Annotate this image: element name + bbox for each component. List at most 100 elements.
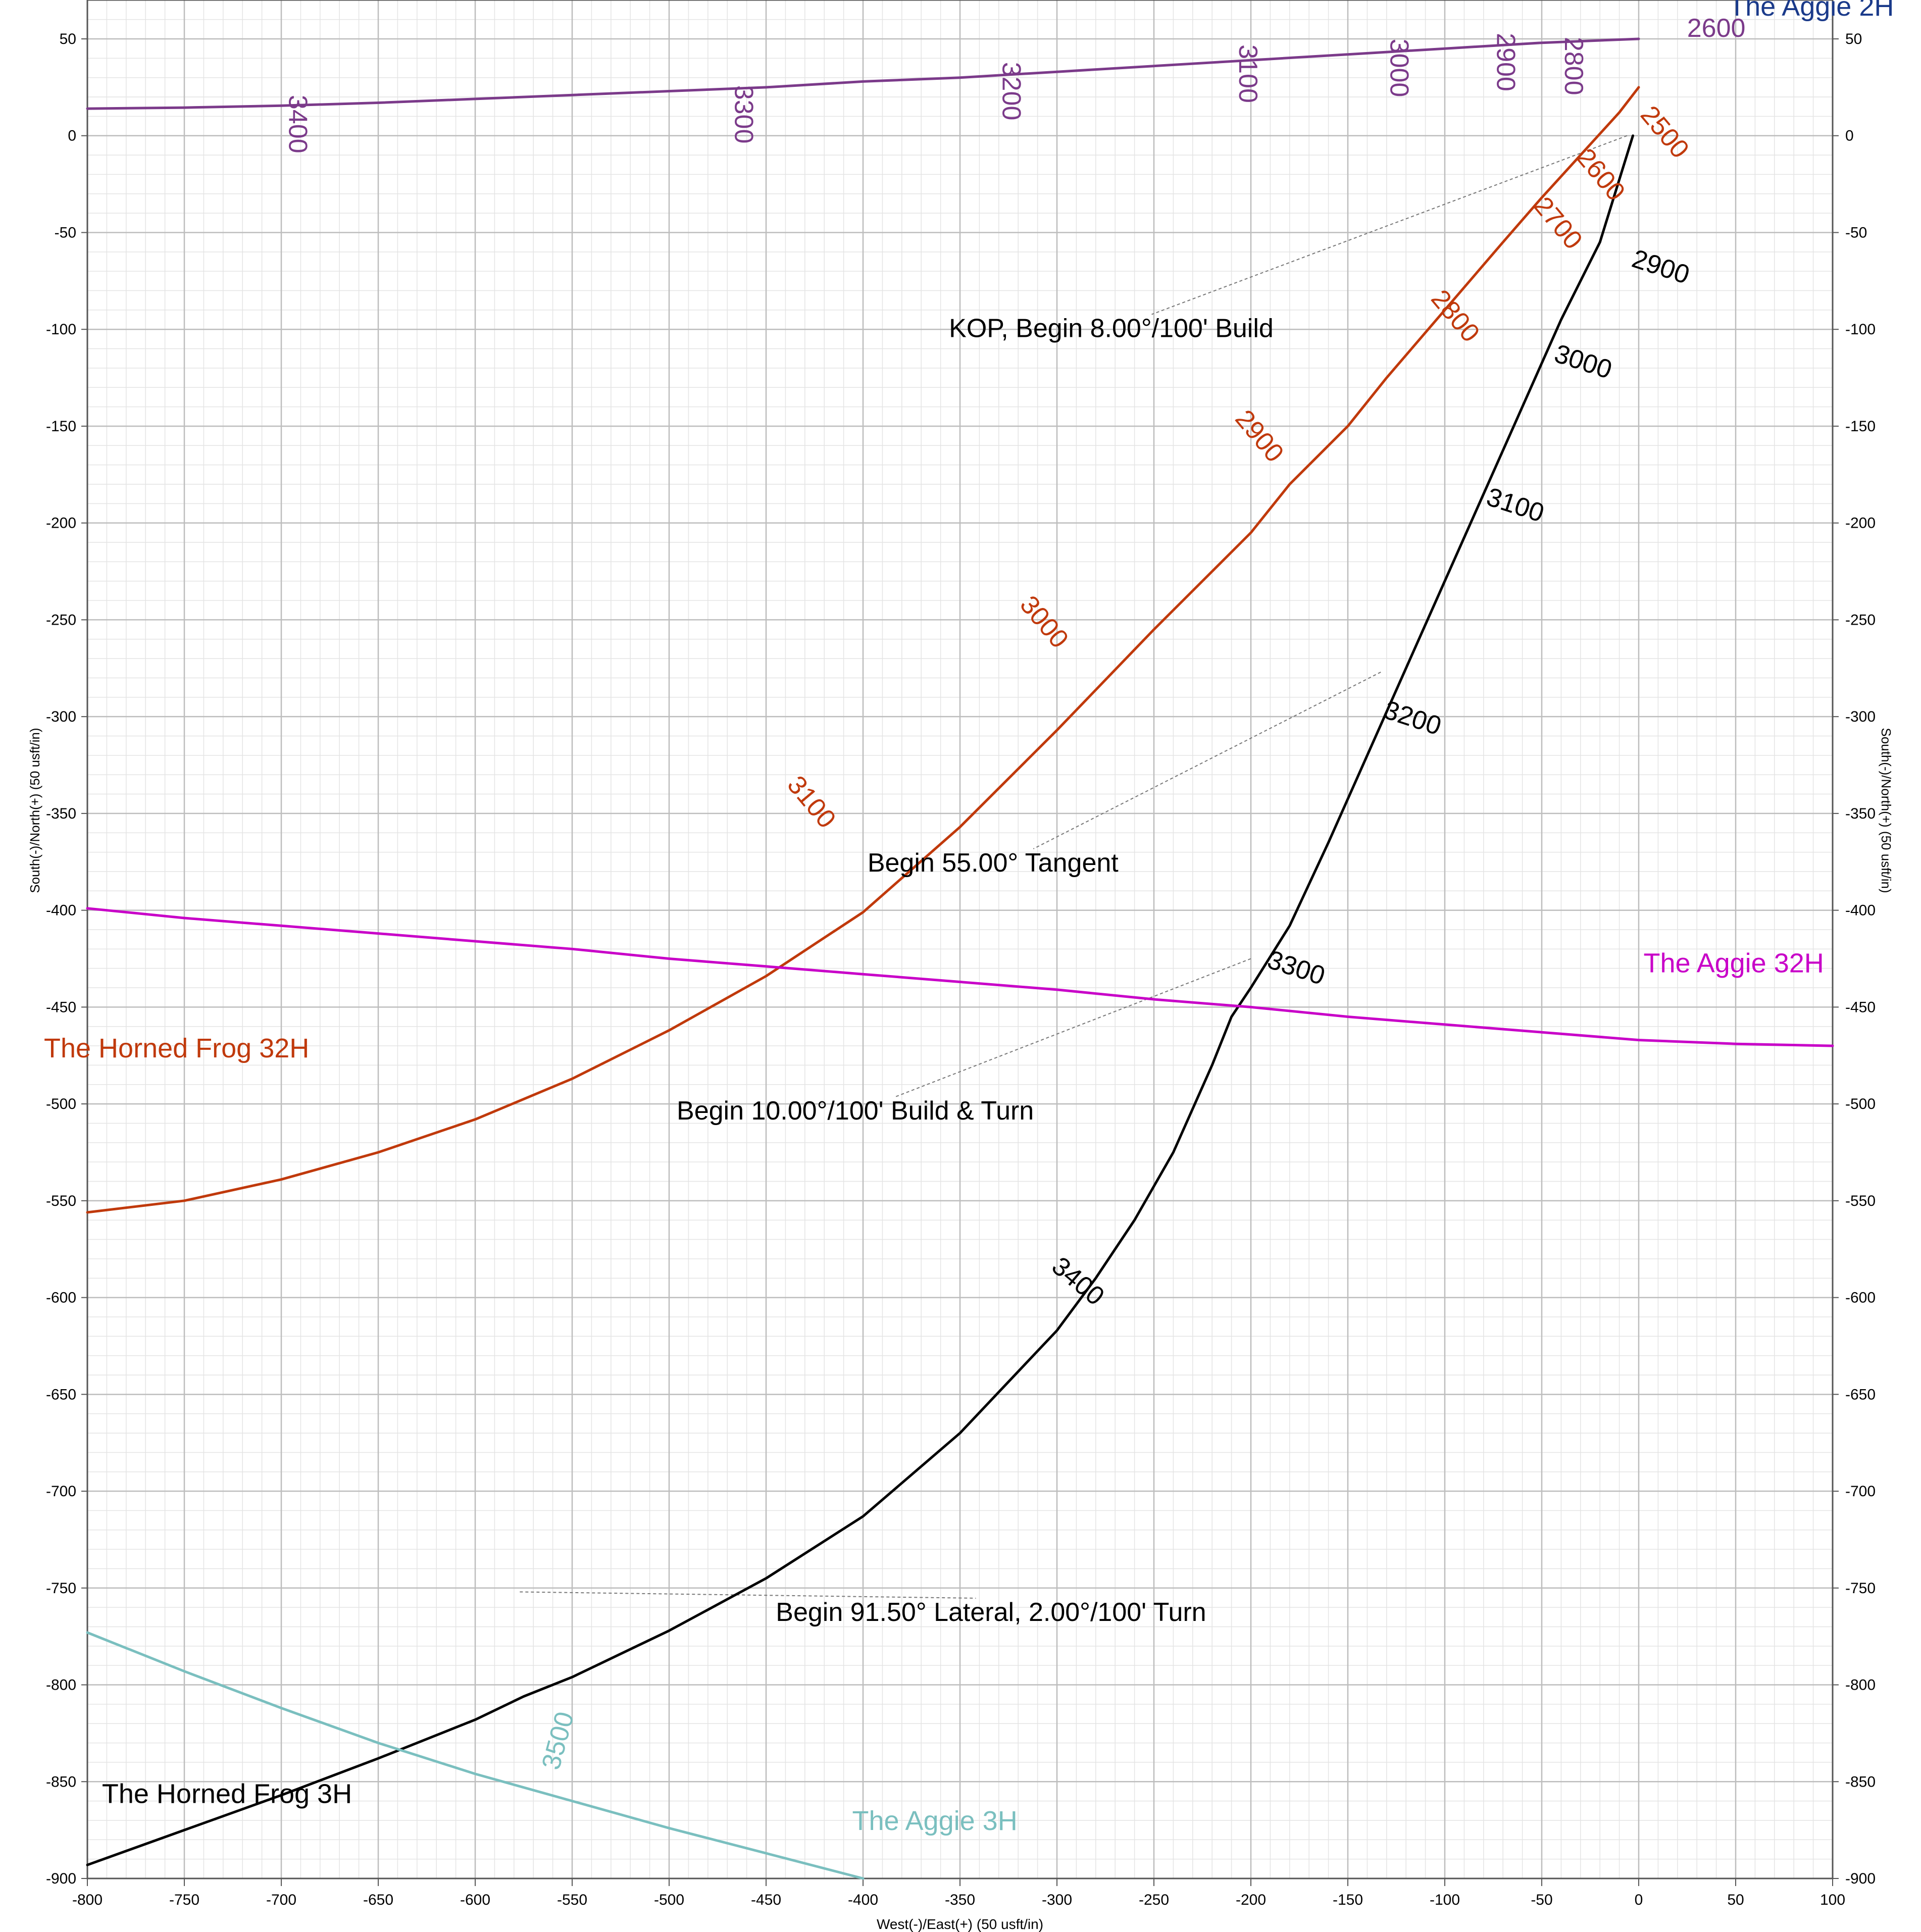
y-tick-label-right: -200 (1845, 515, 1876, 532)
x-tick-label: -700 (266, 1892, 296, 1908)
y-tick-label-right: -150 (1845, 418, 1876, 435)
md-label: 2800 (1559, 37, 1588, 95)
annotation-label: KOP, Begin 8.00°/100' Build (949, 314, 1274, 343)
md-label: 3300 (1264, 945, 1329, 991)
annotation-leader (520, 1591, 976, 1599)
y-tick-label-right: -850 (1845, 1773, 1876, 1790)
y-tick-label-right: -250 (1845, 612, 1876, 628)
y-tick-label-left: -550 (46, 1193, 76, 1209)
y-tick-label-left: 0 (68, 128, 76, 144)
y-tick-label-right: -900 (1845, 1870, 1876, 1887)
x-tick-label: 100 (1820, 1892, 1845, 1908)
md-label: 3000 (1014, 590, 1074, 654)
md-label: 3100 (1233, 44, 1262, 103)
x-tick-label: -200 (1236, 1892, 1266, 1908)
md-label: 2900 (1229, 404, 1289, 468)
annotation-label: Begin 55.00° Tangent (868, 848, 1119, 878)
y-tick-label-right: -300 (1845, 708, 1876, 725)
y-tick-label-right: -450 (1845, 999, 1876, 1015)
x-tick-label: -600 (460, 1892, 490, 1908)
md-label: 3100 (781, 771, 841, 834)
x-tick-label: -250 (1139, 1892, 1169, 1908)
x-tick-label: -550 (557, 1892, 587, 1908)
md-label: 2700 (1528, 191, 1588, 255)
x-tick-label: -400 (848, 1892, 878, 1908)
well-label: The Horned Frog 32H (44, 1033, 309, 1063)
series-line-the-horned-frog-32h (86, 86, 1640, 1214)
annotation-leader (1033, 672, 1381, 849)
y-tick-label-right: -550 (1845, 1193, 1876, 1209)
y-tick-label-right: -350 (1845, 805, 1876, 822)
y-tick-label-right: -500 (1845, 1096, 1876, 1112)
md-label: 3500 (536, 1709, 580, 1773)
y-tick-label-left: -900 (46, 1870, 76, 1887)
y-tick-label-left: -750 (46, 1580, 76, 1597)
x-tick-label: 0 (1635, 1892, 1643, 1908)
y-tick-label-right: 0 (1845, 128, 1854, 144)
y-tick-label-left: -250 (46, 612, 76, 628)
y-tick-label-left: -600 (46, 1290, 76, 1306)
x-tick-label: -800 (72, 1892, 103, 1908)
md-label: 3200 (996, 62, 1026, 121)
x-tick-label: 50 (1727, 1892, 1744, 1908)
y-axis-label-left: South(-)/North(+) (50 usft/in) (27, 728, 42, 893)
x-tick-label: -150 (1333, 1892, 1363, 1908)
md-label: 3000 (1384, 39, 1413, 97)
y-tick-label-right: -800 (1845, 1677, 1876, 1694)
x-tick-label: -650 (363, 1892, 393, 1908)
y-tick-label-left: -800 (46, 1677, 76, 1694)
y-tick-label-left: -200 (46, 515, 76, 532)
y-tick-label-right: -400 (1845, 902, 1876, 919)
x-tick-label: -100 (1430, 1892, 1460, 1908)
annotation-leaders (520, 135, 1628, 1599)
md-label: 3100 (1483, 482, 1548, 528)
y-axis-label-right: South(-)/North(+) (50 usft/in) (1879, 728, 1894, 893)
annotations: KOP, Begin 8.00°/100' Build Begin 55.00° … (677, 314, 1274, 1627)
md-label: 3400 (283, 95, 312, 154)
y-tick-label-right: -750 (1845, 1580, 1876, 1597)
x-tick-label: -750 (169, 1892, 199, 1908)
y-tick-label-left: -400 (46, 902, 76, 919)
y-tick-label-left: -100 (46, 321, 76, 338)
y-tick-label-right: -50 (1845, 224, 1867, 241)
well-labels: The Aggie 2H The Horned Frog 32H The Aggie… (44, 0, 1894, 1836)
y-tick-label-right: -650 (1845, 1386, 1876, 1403)
x-tick-label: -50 (1531, 1892, 1552, 1908)
y-tick-label-left: -350 (46, 805, 76, 822)
series-line-the-aggie-2h (86, 37, 1640, 110)
md-labels: 2900 3000 3100 3200 3300 3400 2500 2600 2700 2800… (283, 14, 1745, 1772)
x-tick-label: -300 (1042, 1892, 1072, 1908)
y-tick-label-right: -600 (1845, 1290, 1876, 1306)
md-label: 2900 (1491, 33, 1521, 91)
y-tick-label-left: -700 (46, 1483, 76, 1500)
y-tick-label-left: -650 (46, 1386, 76, 1403)
well-label: The Horned Frog 3H (102, 1778, 352, 1809)
axis-ticks: -800 -750 -700 -650 -600 -550 -500 -450 -400 -350… (46, 31, 1876, 1908)
md-label: 2800 (1425, 284, 1485, 348)
x-axis-label: West(-)/East(+) (50 usft/in) (877, 1916, 1043, 1932)
y-tick-label-left: 50 (60, 31, 76, 47)
well-label: The Aggie 3H (852, 1806, 1017, 1836)
md-label: 3000 (1551, 339, 1615, 385)
series-lines (86, 37, 1834, 1880)
annotation-label: Begin 91.50° Lateral, 2.00°/100' Turn (776, 1598, 1206, 1627)
annotation-leader (895, 958, 1251, 1097)
series-line-the-aggie-3h (86, 1631, 865, 1880)
series-line-the-horned-frog-3h (86, 134, 1634, 1866)
series-line-the-aggie-32h (86, 907, 1834, 1047)
md-label: 3300 (729, 85, 759, 144)
well-label: The Aggie 2H (1729, 0, 1894, 22)
y-tick-label-left: -150 (46, 418, 76, 435)
x-tick-label: -450 (751, 1892, 781, 1908)
x-tick-label: -350 (945, 1892, 975, 1908)
y-tick-label-right: -700 (1845, 1483, 1876, 1500)
y-tick-label-left: -850 (46, 1773, 76, 1790)
well-label: The Aggie 32H (1644, 948, 1824, 978)
annotation-leader (1151, 135, 1628, 315)
annotation-label: Begin 10.00°/100' Build & Turn (677, 1096, 1034, 1126)
md-label: 2600 (1687, 14, 1746, 43)
y-tick-label-left: -50 (55, 224, 76, 241)
y-tick-label-left: -300 (46, 708, 76, 725)
y-tick-label-right: -100 (1845, 321, 1876, 338)
